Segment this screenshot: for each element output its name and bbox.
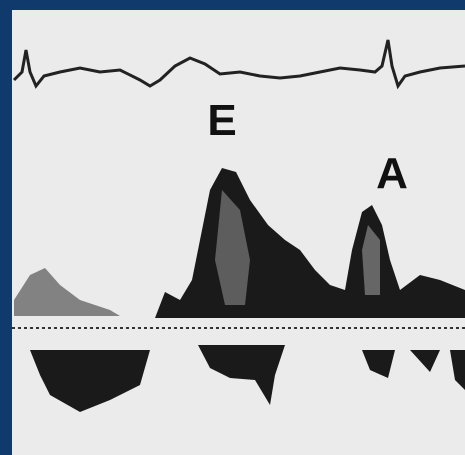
reverse-flow-2	[198, 345, 285, 405]
e-wave-core	[215, 190, 250, 305]
a-wave-label: A	[376, 149, 408, 198]
pre-flow-noise	[14, 268, 120, 316]
e-wave-label: E	[207, 96, 236, 145]
a-wave-core	[362, 225, 380, 295]
ecg-trace	[12, 39, 465, 90]
reverse-flow-3	[362, 350, 465, 390]
reverse-flow-1	[30, 350, 150, 412]
